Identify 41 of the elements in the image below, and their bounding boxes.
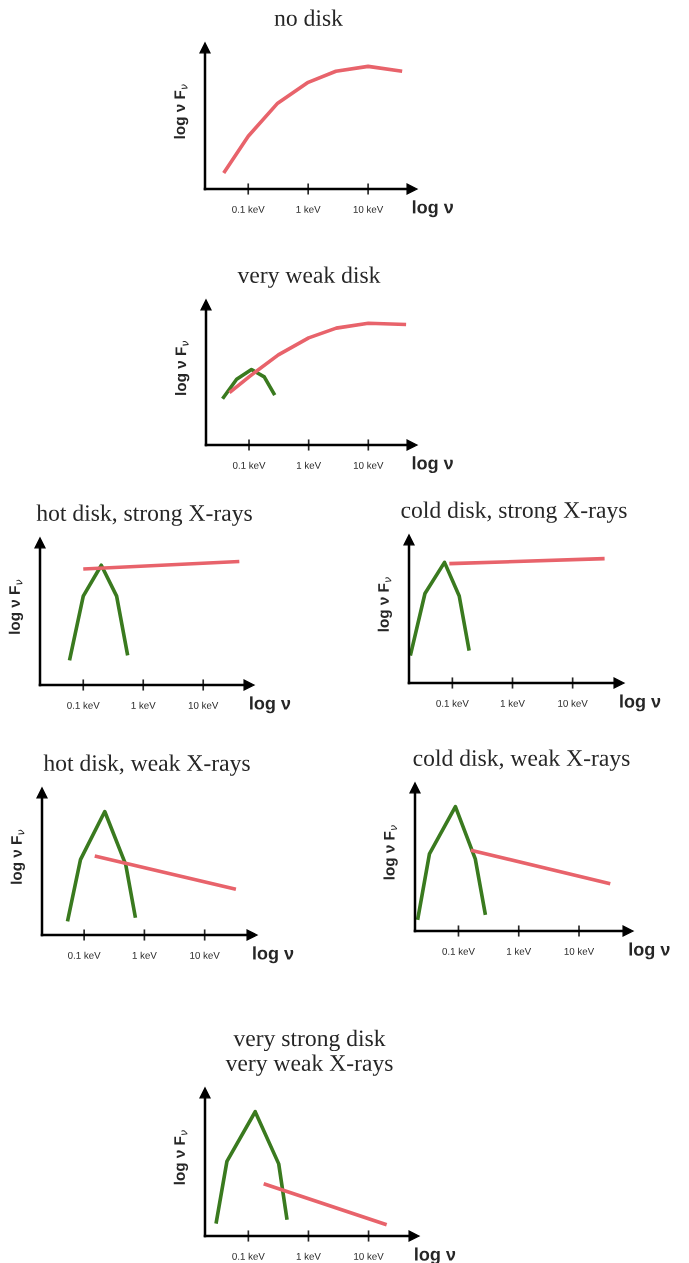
- x-axis-title: log ν: [253, 946, 294, 964]
- x-tick-label: 10 keV: [354, 1252, 384, 1260]
- x-tick-label: 10 keV: [564, 947, 595, 955]
- x-axis-title: log ν: [250, 696, 291, 714]
- x-tick-label: 10 keV: [353, 461, 384, 469]
- chart-title: very weak disk: [237, 266, 381, 288]
- y-axis-title: log ν F$_{ν}$: [173, 84, 189, 139]
- x-axis-title: log ν: [412, 200, 453, 218]
- x-tick-label: 10 keV: [558, 699, 588, 707]
- y-axis-title: log ν F$_{ν}$: [175, 340, 190, 395]
- chart-title: very strong disk very weak X-rays: [225, 1029, 393, 1076]
- x-tick-label: 0.1 keV: [68, 951, 101, 959]
- x-tick-label: 1 keV: [296, 461, 322, 469]
- chart-title: cold disk, strong X-rays: [401, 501, 627, 523]
- chart-title: hot disk, strong X-rays: [36, 504, 252, 526]
- chart-title: cold disk, weak X-rays: [413, 749, 630, 771]
- x-tick-label: 1 keV: [296, 205, 321, 213]
- y-axis-title: log ν F$_{ν}$: [8, 579, 24, 634]
- x-tick-label: 1 keV: [132, 951, 157, 959]
- x-tick-label: 1 keV: [507, 947, 532, 955]
- y-axis-title: log ν F$_{ν}$: [383, 825, 398, 880]
- x-tick-label: 0.1 keV: [67, 701, 100, 709]
- x-tick-label: 0.1 keV: [232, 461, 266, 469]
- x-tick-label: 0.1 keV: [436, 699, 469, 707]
- x-tick-label: 0.1 keV: [442, 947, 475, 955]
- chart-title: no disk: [274, 9, 343, 27]
- y-axis-title: log ν F$_{ν}$: [377, 577, 392, 632]
- x-axis-title: log ν: [620, 694, 661, 712]
- x-tick-label: 1 keV: [131, 701, 156, 709]
- x-tick-label: 1 keV: [500, 699, 525, 707]
- x-axis-title: log ν: [629, 942, 670, 960]
- x-tick-label: 1 keV: [296, 1252, 321, 1260]
- y-axis-title: log ν F$_{ν}$: [173, 1130, 189, 1185]
- x-tick-label: 10 keV: [188, 701, 219, 709]
- x-tick-label: 10 keV: [353, 205, 384, 213]
- x-axis-title: log ν: [412, 456, 453, 474]
- y-axis-title: log ν F$_{ν}$: [10, 829, 25, 884]
- chart-title: hot disk, weak X-rays: [43, 754, 250, 776]
- x-tick-label: 0.1 keV: [232, 1252, 265, 1260]
- x-tick-label: 10 keV: [190, 951, 220, 959]
- x-tick-label: 0.1 keV: [232, 205, 265, 213]
